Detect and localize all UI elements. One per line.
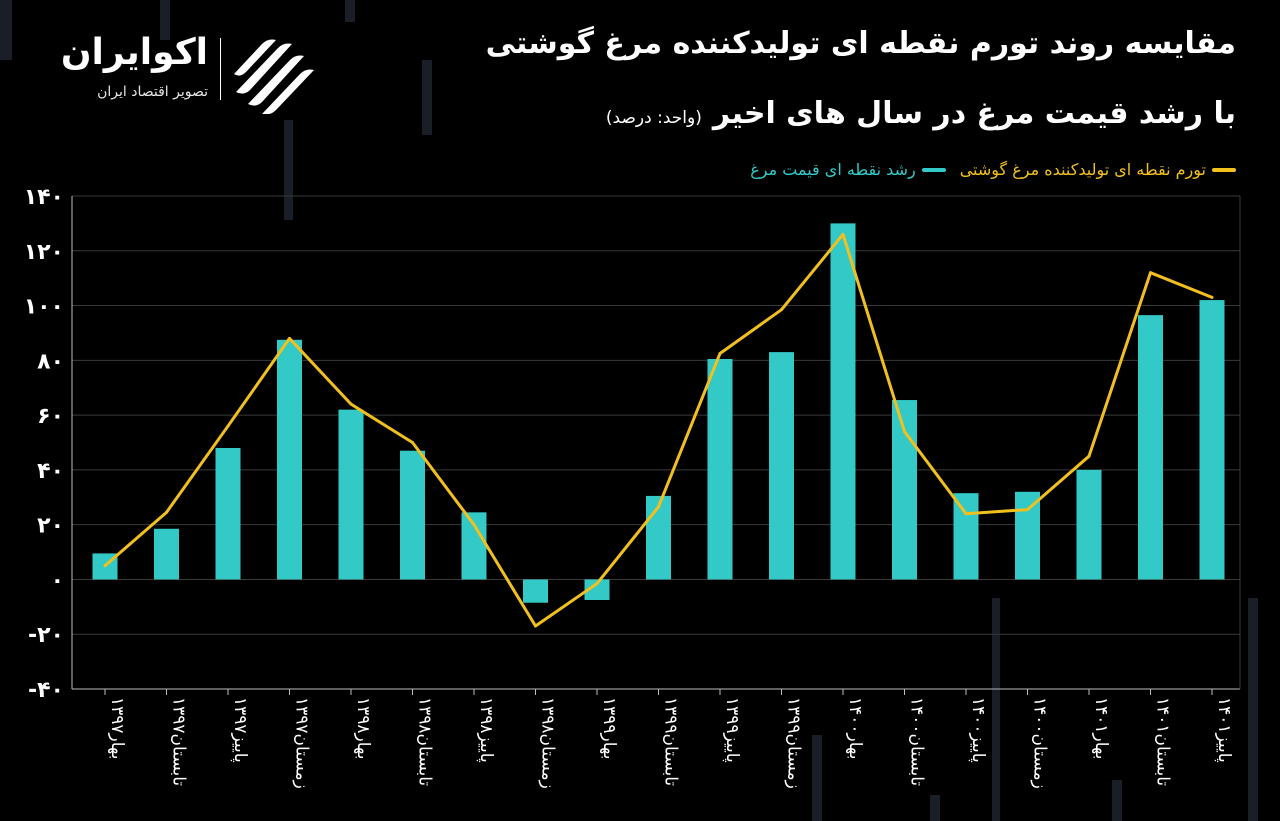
- x-tick-label: بهار۱۳۹۷: [107, 697, 127, 760]
- x-tick-label: زمستان۱۳۹۹: [784, 697, 804, 789]
- y-tick-label: ۲۰: [37, 514, 64, 539]
- legend-label-bar: رشد نقطه ای قیمت مرغ: [750, 160, 916, 179]
- x-tick-label: پاییز۱۳۹۹: [722, 697, 742, 763]
- chart-title: مقایسه روند تورم نقطه ای تولیدکننده مرغ …: [485, 26, 1236, 61]
- bar: [277, 339, 302, 580]
- bar: [584, 579, 610, 600]
- y-tick-label: ۱۲۰: [24, 240, 64, 265]
- legend-bar-swatch: [921, 167, 946, 172]
- line-point: [534, 624, 537, 628]
- x-tick-label: پاییز۱۴۰۰: [968, 697, 988, 763]
- x-tick-label: پاییز۱۴۰۱: [1214, 697, 1234, 763]
- brand-tagline: تصویر اقتصاد ایران: [97, 84, 208, 100]
- line-point: [780, 308, 783, 312]
- x-tick-label: پاییز۱۳۹۸: [476, 697, 496, 763]
- bar: [215, 447, 241, 580]
- brand-logo: اکوایران تصویر اقتصاد ایران: [48, 28, 318, 118]
- x-tick-label: زمستان۱۳۹۷: [292, 697, 312, 789]
- line-point: [1149, 271, 1152, 275]
- bar: [707, 358, 733, 580]
- line-point: [964, 512, 968, 516]
- x-tick-label: بهار۱۳۹۹: [599, 697, 619, 760]
- x-tick-label: تابستان۱۳۹۷: [169, 697, 189, 786]
- y-tick-label: ۱۰۰: [24, 295, 64, 320]
- line-point: [595, 582, 599, 586]
- x-tick-label: بهار۱۳۹۸: [353, 697, 373, 760]
- line-point: [411, 441, 414, 444]
- y-tick-label: ۶۰: [37, 404, 64, 429]
- logo-divider: [220, 38, 221, 100]
- x-tick-label: پاییز۱۳۹۷: [230, 697, 250, 763]
- line-point: [349, 402, 353, 406]
- ecoiran-logo-icon: [234, 39, 314, 114]
- bar: [1015, 491, 1040, 580]
- y-tick-label: ۸۰: [37, 349, 64, 374]
- line-point: [226, 424, 230, 428]
- bar: [154, 528, 179, 580]
- y-tick-label: ۱۴۰: [24, 185, 64, 210]
- bar: [953, 493, 979, 580]
- bar: [646, 495, 671, 580]
- line-point: [718, 351, 722, 355]
- x-tick-label: بهار۱۴۰۰: [845, 697, 865, 760]
- x-tick-label: زمستان۱۳۹۸: [538, 697, 558, 789]
- line-point: [657, 505, 660, 509]
- legend-line-swatch: [1212, 167, 1236, 172]
- x-tick-label: تابستان۱۴۰۰: [907, 697, 927, 786]
- line-point: [1087, 454, 1091, 458]
- x-tick-label: تابستان۱۴۰۱: [1153, 697, 1173, 786]
- x-tick-label: تابستان۱۳۹۹: [661, 697, 681, 786]
- legend: تورم نقطه ای تولیدکننده مرغ گوشتی رشد نق…: [750, 160, 1236, 179]
- y-tick-label: -۲۰: [28, 623, 64, 648]
- bar: [769, 352, 794, 580]
- line-point: [1026, 508, 1029, 512]
- legend-label-line: تورم نقطه ای تولیدکننده مرغ گوشتی: [959, 160, 1206, 179]
- line-point: [472, 523, 476, 527]
- bar: [400, 450, 425, 580]
- brand-name: اکوایران: [60, 32, 208, 73]
- subtitle-line: با رشد قیمت مرغ در سال های اخیر (واحد: د…: [606, 96, 1236, 131]
- legend-item-bar: رشد نقطه ای قیمت مرغ: [750, 160, 946, 179]
- x-tick-label: بهار۱۴۰۱: [1091, 697, 1111, 760]
- y-tick-label: ۴۰: [37, 459, 64, 484]
- bar: [1076, 469, 1102, 580]
- chart-subtitle: با رشد قیمت مرغ در سال های اخیر: [712, 96, 1236, 131]
- y-tick-label: ۰: [51, 568, 64, 593]
- line-point: [903, 430, 906, 434]
- line-point: [103, 564, 107, 568]
- bar: [1138, 315, 1163, 580]
- bar: [830, 223, 856, 580]
- bar: [338, 409, 364, 580]
- line-point: [165, 510, 168, 514]
- bar: [1199, 300, 1225, 580]
- x-tick-label: زمستان۱۴۰۰: [1030, 697, 1050, 789]
- bar: [523, 579, 548, 603]
- line-point: [288, 336, 291, 340]
- y-tick-label: -۴۰: [28, 678, 64, 703]
- legend-item-line: تورم نقطه ای تولیدکننده مرغ گوشتی: [960, 160, 1236, 179]
- x-tick-label: تابستان۱۳۹۸: [415, 697, 435, 786]
- line-point: [1210, 295, 1214, 299]
- line-point: [841, 232, 845, 236]
- unit-note: (واحد: درصد): [605, 108, 702, 128]
